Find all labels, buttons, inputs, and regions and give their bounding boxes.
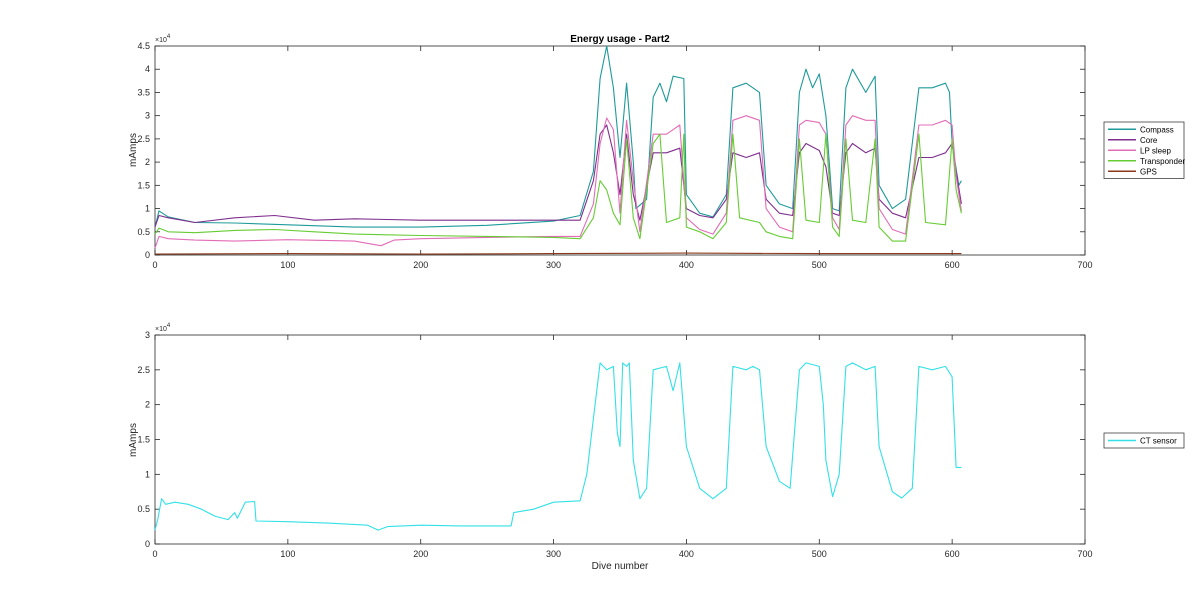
top-axes: Energy usage - Part2 mAmps ×104 0 100 200 3… [128, 34, 1185, 270]
bottom-x-tick-label: 600 [945, 549, 960, 559]
bottom-y-tick-label: 2 [145, 400, 150, 410]
series-line-transponder [154, 133, 962, 242]
bottom-legend: CT sensor [1103, 432, 1185, 449]
bottom-y-tick-label: 0 [145, 539, 150, 549]
top-y-multiplier: ×104 [155, 34, 171, 44]
bottom-axes: mAmps Dive number ×104 0 100 200 300 400 500 6… [128, 323, 1185, 572]
top-x-tick-label: 300 [546, 260, 561, 270]
bottom-x-tick-label: 0 [152, 549, 157, 559]
top-y-tick-label: 0 [145, 250, 150, 260]
top-chart-title: Energy usage - Part2 [570, 34, 670, 45]
bottom-y-tick-label: 1 [145, 469, 150, 479]
top-y-tick-label: 1 [145, 204, 150, 214]
bottom-y-multiplier: ×104 [155, 323, 171, 333]
top-x-tick-label: 400 [679, 260, 694, 270]
bottom-y-tick-label: 1.5 [137, 435, 150, 445]
bottom-x-ticks: 0 100 200 300 400 500 600 700 [152, 335, 1093, 559]
top-x-ticks: 0 100 200 300 400 500 600 700 [152, 46, 1093, 270]
top-y-tick-label: 0.5 [137, 227, 150, 237]
series-line-gps [154, 252, 962, 255]
top-x-tick-label: 500 [812, 260, 827, 270]
top-x-tick-label: 700 [1077, 260, 1092, 270]
top-y-tick-label: 2 [145, 157, 150, 167]
bottom-x-tick-label: 100 [280, 549, 295, 559]
legend-label-compass: Compass [1140, 125, 1174, 134]
legend-label-gps: GPS [1140, 167, 1157, 176]
top-x-tick-label: 600 [945, 260, 960, 270]
top-series-lines [154, 45, 962, 255]
top-y-multiplier-exponent: 4 [167, 34, 171, 40]
top-y-tick-label: 4.5 [137, 41, 150, 51]
bottom-y-axis-label: mAmps [128, 423, 139, 457]
bottom-x-axis-label: Dive number [592, 561, 649, 572]
bottom-x-tick-label: 300 [546, 549, 561, 559]
legend-label-transponder: Transponder [1140, 157, 1185, 166]
bottom-y-tick-label: 0.5 [137, 504, 150, 514]
top-y-tick-label: 3 [145, 111, 150, 121]
bottom-x-tick-label: 200 [413, 549, 428, 559]
bottom-x-tick-label: 400 [679, 549, 694, 559]
bottom-y-tick-label: 2.5 [137, 365, 150, 375]
top-x-tick-label: 100 [280, 260, 295, 270]
series-line-ct-sensor [154, 362, 962, 531]
legend-label-core: Core [1140, 136, 1158, 145]
top-y-ticks: 0 0.5 1 1.5 2 2.5 3 3.5 4 4.5 [137, 41, 1085, 260]
bottom-series-lines [154, 362, 962, 531]
legend-label-ct-sensor: CT sensor [1140, 437, 1177, 446]
top-y-axis-label: mAmps [128, 133, 139, 167]
bottom-x-tick-label: 500 [812, 549, 827, 559]
series-line-lp-sleep [154, 115, 962, 249]
bottom-x-tick-label: 700 [1077, 549, 1092, 559]
top-x-tick-label: 200 [413, 260, 428, 270]
bottom-y-multiplier-exponent: 4 [167, 323, 171, 329]
bottom-y-multiplier-base: ×10 [155, 326, 167, 333]
legend-label-lp-sleep: LP sleep [1140, 146, 1172, 155]
bottom-y-tick-label: 3 [145, 330, 150, 340]
bottom-legend-box [1103, 432, 1185, 449]
top-y-multiplier-base: ×10 [155, 37, 167, 44]
top-x-tick-label: 0 [152, 260, 157, 270]
top-y-tick-label: 3.5 [137, 87, 150, 97]
top-y-tick-label: 4 [145, 64, 150, 74]
top-y-tick-label: 1.5 [137, 180, 150, 190]
top-y-tick-label: 2.5 [137, 134, 150, 144]
